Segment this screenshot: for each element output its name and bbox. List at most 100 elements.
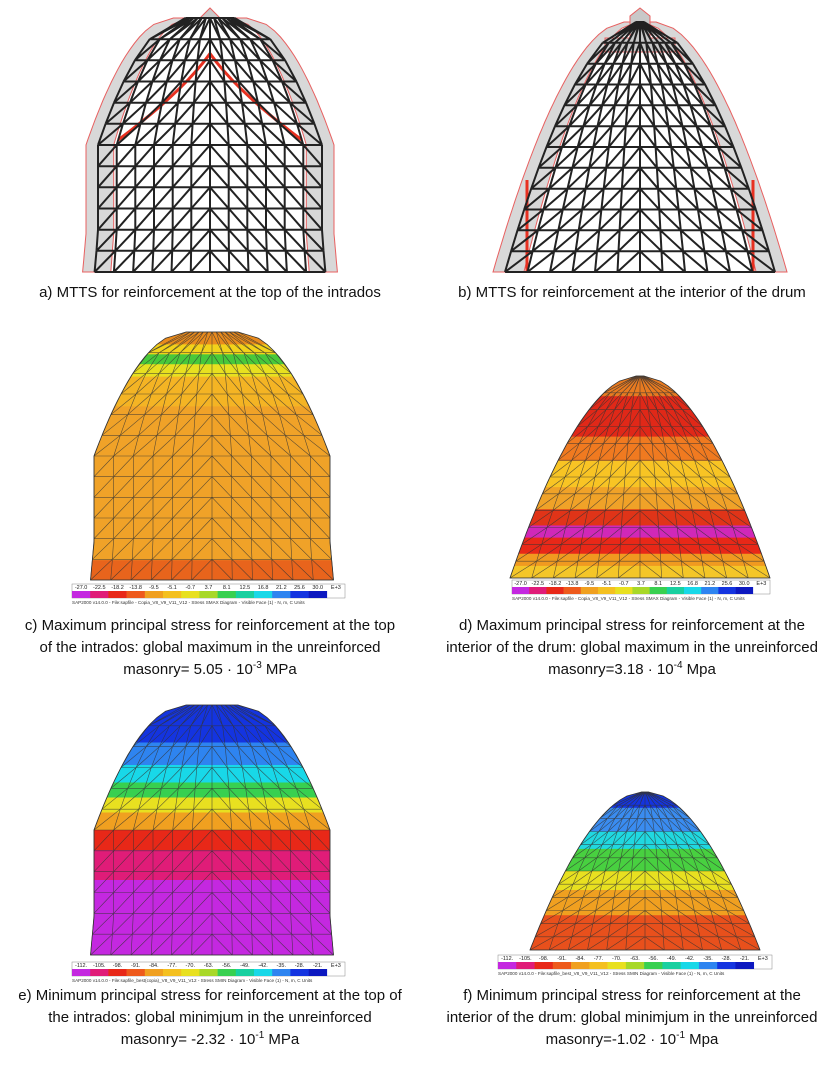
colorbar-label: 3.7 (205, 585, 213, 591)
colorbar-label: 25.6 (722, 581, 733, 587)
caption-superscript: -4 (674, 660, 683, 671)
colorbar-label: 21.2 (704, 581, 715, 587)
colorbar-label: -84. (575, 956, 585, 962)
colorbar-swatch (217, 591, 237, 598)
colorbar-label: -22.5 (532, 581, 545, 587)
colorbar-swatch (632, 587, 650, 594)
caption-unit: Mpa (683, 661, 717, 678)
colorbar-swatch (108, 969, 127, 976)
colorbar-label: -0.7 (619, 581, 628, 587)
colorbar-label: -84. (149, 963, 159, 969)
colorbar-label: -0.7 (186, 585, 195, 591)
colorbar-label: -91. (557, 956, 567, 962)
colorbar-swatch (598, 587, 616, 594)
colorbar-label: -105. (519, 956, 532, 962)
colorbar-label: -35. (277, 963, 287, 969)
caption-line: c) Maximum principal stress for reinforc… (25, 617, 395, 634)
caption-line: the intrados: global minimjum in the unr… (48, 1009, 372, 1026)
caption-text: f) Minimum principal stress for reinforc… (463, 987, 801, 1004)
colorbar-swatch (644, 962, 663, 969)
caption-unit: Mpa (685, 1031, 719, 1048)
colorbar-swatch (199, 591, 218, 598)
colorbar-label: -28. (722, 956, 732, 962)
colorbar-label: -112. (501, 956, 514, 962)
colorbar-label: -70. (612, 956, 622, 962)
colorbar-label: E+3 (331, 585, 341, 591)
caption-line: d) Maximum principal stress for reinforc… (459, 617, 805, 634)
colorbar-swatch (290, 591, 309, 598)
colorbar-label: -13.8 (566, 581, 579, 587)
colorbar-label: -13.8 (129, 585, 142, 591)
caption-line: interior of the drum: global maximum in … (446, 639, 818, 656)
colorbar-swatch (680, 962, 700, 969)
colorbar-label: -63. (204, 963, 214, 969)
caption-text: the intrados: global minimjum in the unr… (48, 1009, 372, 1026)
caption-text: masonry=3.18 · 10 (548, 661, 674, 678)
colorbar-label: 30.0 (312, 585, 323, 591)
colorbar-label: 21.2 (276, 585, 287, 591)
colorbar-swatch (571, 962, 590, 969)
colorbar-swatch (163, 591, 182, 598)
colorbar-swatch (144, 591, 164, 598)
colorbar-label: -9.5 (149, 585, 158, 591)
software-note: SAP2000 v14.0.0 - File:sapfile - Copia_V… (72, 600, 305, 605)
colorbar-label: -49. (240, 963, 250, 969)
colorbar-swatch (90, 591, 109, 598)
mesh (504, 21, 776, 273)
colorbar-label: E+3 (758, 956, 768, 962)
dome-outline (90, 331, 334, 581)
colorbar-label: -56. (222, 963, 232, 969)
colorbar-swatch (235, 591, 255, 598)
colorbar-label: 30.0 (739, 581, 750, 587)
colorbar-label: 8.1 (654, 581, 662, 587)
caption-text: b) MTTS for reinforcement at the interio… (458, 284, 806, 301)
colorbar-label: -9.5 (585, 581, 594, 587)
caption-text: masonry= 5.05 · 10 (123, 661, 253, 678)
caption-line: b) MTTS for reinforcement at the interio… (458, 284, 806, 301)
colorbar-label: E+3 (756, 581, 766, 587)
colorbar-swatch (163, 969, 182, 976)
colorbar-swatch (698, 962, 718, 969)
colorbar-label: -27.0 (514, 581, 527, 587)
colorbar-swatch (666, 587, 685, 594)
colorbar-swatch (90, 969, 109, 976)
colorbar-label: -5.1 (602, 581, 611, 587)
colorbar-swatch (615, 587, 633, 594)
caption-line: masonry= 5.05 · 10-3 MPa (123, 660, 297, 678)
colorbar-swatch (552, 962, 572, 969)
colorbar-label: E+3 (331, 963, 341, 969)
colorbar-label: -22.5 (93, 585, 106, 591)
colorbar-label: 12.5 (670, 581, 681, 587)
colorbar-swatch (546, 587, 564, 594)
colorbar-swatch (717, 962, 736, 969)
colorbar-swatch (254, 591, 273, 598)
mesh (93, 17, 327, 273)
colorbar-label: -98. (113, 963, 123, 969)
caption-line: masonry= -2.32 · 10-1 MPa (121, 1030, 300, 1048)
colorbar-label: -91. (131, 963, 141, 969)
caption-line: of the intrados: global maximum in the u… (39, 639, 380, 656)
colorbar-swatch (290, 969, 309, 976)
caption-line: masonry=3.18 · 10-4 Mpa (548, 660, 716, 678)
dome-outline (509, 375, 771, 579)
colorbar-swatch (272, 969, 291, 976)
caption-text: e) Minimum principal stress for reinforc… (18, 987, 402, 1004)
colorbar-swatch (718, 587, 736, 594)
software-note: SAP2000 v14.0.0 - File:sapfile_best(copi… (72, 978, 313, 983)
caption-line: e) Minimum principal stress for reinforc… (18, 987, 402, 1004)
colorbar-swatch (563, 587, 582, 594)
colorbar-label: -112. (75, 963, 88, 969)
caption-text: c) Maximum principal stress for reinforc… (25, 617, 395, 634)
colorbar-label: -21. (313, 963, 323, 969)
caption-unit: MPa (264, 1031, 300, 1048)
colorbar-swatch (126, 591, 146, 598)
colorbar-swatch (529, 587, 547, 594)
colorbar-swatch (512, 587, 530, 594)
colorbar-swatch (308, 969, 328, 976)
dome-outline (90, 704, 334, 956)
colorbar-label: -5.1 (167, 585, 176, 591)
caption-line: masonry=-1.02 · 10-1 Mpa (546, 1030, 719, 1048)
